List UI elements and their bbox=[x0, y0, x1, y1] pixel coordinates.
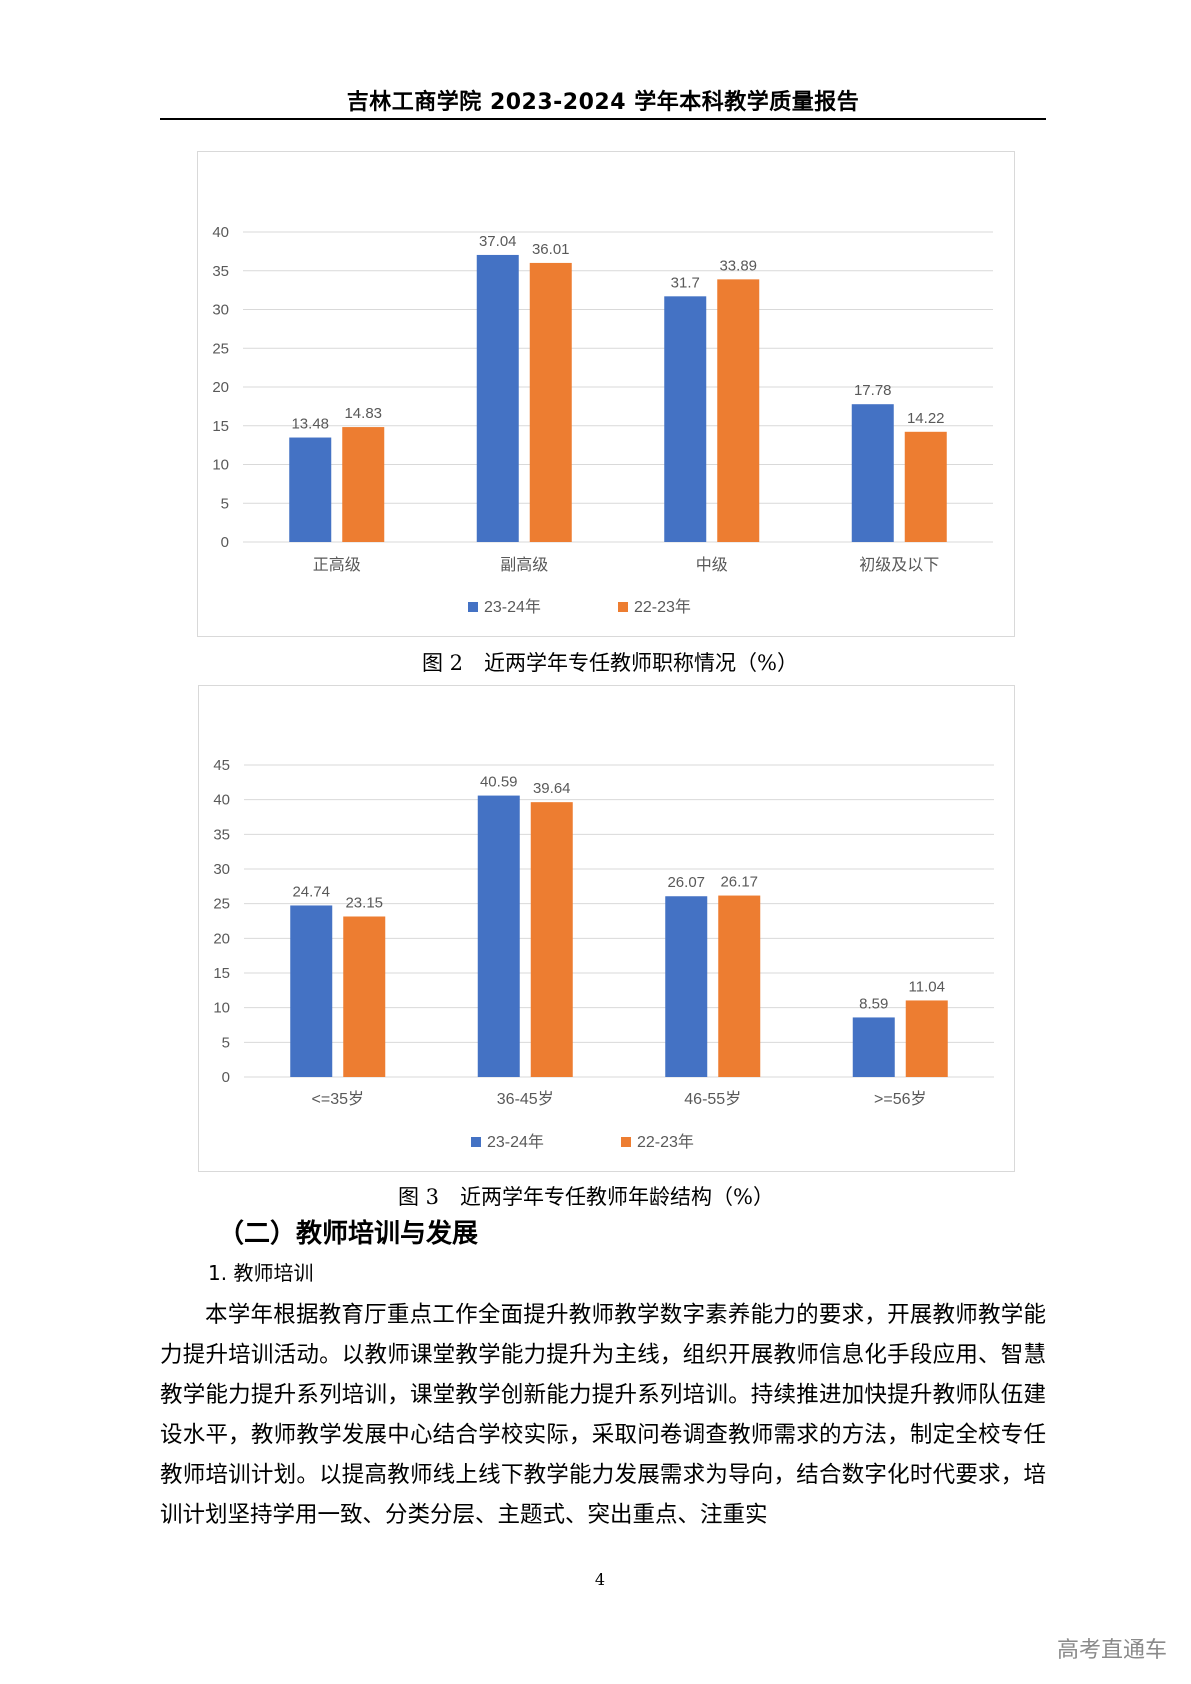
data-label: 14.22 bbox=[907, 410, 945, 427]
bar-series-2 bbox=[905, 1000, 948, 1077]
data-label: 24.74 bbox=[292, 883, 330, 900]
data-label: 14.83 bbox=[344, 405, 382, 422]
bar-series-2 bbox=[529, 262, 572, 542]
section-heading: （二）教师培训与发展 bbox=[218, 1219, 479, 1249]
y-tick-label: 30 bbox=[213, 861, 230, 878]
legend-label: 22-23年 bbox=[637, 1133, 694, 1151]
bar-series-2 bbox=[342, 427, 385, 542]
legend-swatch bbox=[621, 1137, 631, 1147]
data-label: 37.04 bbox=[479, 233, 517, 250]
y-tick-label: 25 bbox=[213, 896, 230, 913]
y-tick-label: 0 bbox=[222, 1069, 230, 1086]
bar-series-1 bbox=[851, 404, 894, 542]
category-label: <=35岁 bbox=[312, 1090, 365, 1108]
data-label: 40.59 bbox=[480, 774, 518, 791]
data-label: 11.04 bbox=[909, 978, 945, 995]
legend-swatch bbox=[618, 602, 628, 612]
legend-swatch bbox=[471, 1137, 481, 1147]
y-tick-label: 20 bbox=[212, 379, 229, 396]
category-label: 正高级 bbox=[313, 556, 361, 574]
data-label: 33.89 bbox=[719, 257, 757, 274]
data-label: 17.78 bbox=[854, 382, 892, 399]
data-label: 36.01 bbox=[532, 241, 570, 258]
bar-series-2 bbox=[718, 895, 761, 1077]
bar-series-2 bbox=[530, 802, 573, 1077]
bar-series-2 bbox=[717, 279, 760, 542]
figure-3-chart: 0 5 10 15 20 25 30 35 40 45 24.74 23.15 <=35岁 40.59 39… bbox=[198, 685, 1015, 1172]
y-tick-label: 10 bbox=[212, 457, 229, 474]
bar-series-1 bbox=[664, 296, 707, 542]
y-tick-label: 30 bbox=[212, 302, 229, 319]
y-tick-label: 5 bbox=[221, 495, 229, 512]
figure-2-caption: 图 2 近两学年专任教师职称情况（%） bbox=[422, 651, 798, 675]
bar-series-2 bbox=[904, 431, 947, 542]
page-number: 4 bbox=[594, 1570, 606, 1589]
body-paragraph: 本学年根据教育厅重点工作全面提升教师教学数字素养能力的要求，开展教师教学能力提升… bbox=[160, 1302, 1046, 1528]
bar-series-1 bbox=[290, 905, 333, 1077]
legend-swatch bbox=[468, 602, 478, 612]
data-label: 26.17 bbox=[720, 874, 758, 891]
category-label: 初级及以下 bbox=[859, 556, 939, 574]
y-tick-label: 15 bbox=[213, 965, 230, 982]
data-label: 8.59 bbox=[859, 995, 888, 1012]
y-tick-label: 25 bbox=[212, 340, 229, 357]
bar-series-2 bbox=[343, 916, 386, 1077]
category-label: 36-45岁 bbox=[497, 1090, 554, 1108]
y-tick-label: 35 bbox=[213, 826, 230, 843]
bar-series-1 bbox=[289, 437, 332, 542]
y-tick-label: 0 bbox=[221, 534, 229, 551]
data-label: 26.07 bbox=[667, 874, 705, 891]
bar-series-1 bbox=[476, 254, 519, 542]
bar-series-1 bbox=[665, 896, 708, 1077]
report-header-title: 吉林工商学院 2023-2024 学年本科教学质量报告 bbox=[346, 90, 860, 115]
data-label: 31.7 bbox=[671, 274, 700, 291]
y-tick-label: 35 bbox=[212, 263, 229, 280]
category-label: 中级 bbox=[696, 556, 728, 574]
data-label: 13.48 bbox=[291, 416, 329, 433]
subsection-heading: 1. 教师培训 bbox=[208, 1261, 314, 1285]
y-tick-label: 40 bbox=[212, 224, 229, 241]
bar-series-1 bbox=[852, 1017, 895, 1077]
figure-2-svg: 0 5 10 15 20 25 30 35 40 13.48 14.83 正高级 37.04 36.01 副… bbox=[212, 224, 993, 616]
y-tick-label: 40 bbox=[213, 792, 230, 809]
legend-label: 23-24年 bbox=[484, 598, 541, 616]
y-tick-label: 10 bbox=[213, 1000, 230, 1017]
watermark: 高考直通车 bbox=[1056, 1638, 1167, 1663]
header-rule bbox=[160, 118, 1046, 120]
legend-label: 23-24年 bbox=[487, 1133, 544, 1151]
legend-label: 22-23年 bbox=[634, 598, 691, 616]
data-label: 39.64 bbox=[533, 780, 571, 797]
category-label: 46-55岁 bbox=[684, 1090, 741, 1108]
y-tick-label: 20 bbox=[213, 930, 230, 947]
data-label: 23.15 bbox=[345, 894, 383, 911]
y-tick-label: 5 bbox=[222, 1034, 230, 1051]
bar-series-1 bbox=[477, 795, 520, 1077]
category-label: >=56岁 bbox=[874, 1090, 927, 1108]
figure-3-svg: 0 5 10 15 20 25 30 35 40 45 24.74 23.15 <=35岁 40.59 39… bbox=[213, 757, 994, 1151]
y-tick-label: 45 bbox=[213, 757, 230, 774]
figure-2-chart: 0 5 10 15 20 25 30 35 40 13.48 14.83 正高级 37.04 36.01 副… bbox=[197, 151, 1015, 637]
y-tick-label: 15 bbox=[212, 418, 229, 435]
category-label: 副高级 bbox=[500, 556, 548, 574]
figure-3-caption: 图 3 近两学年专任教师年龄结构（%） bbox=[398, 1185, 774, 1209]
